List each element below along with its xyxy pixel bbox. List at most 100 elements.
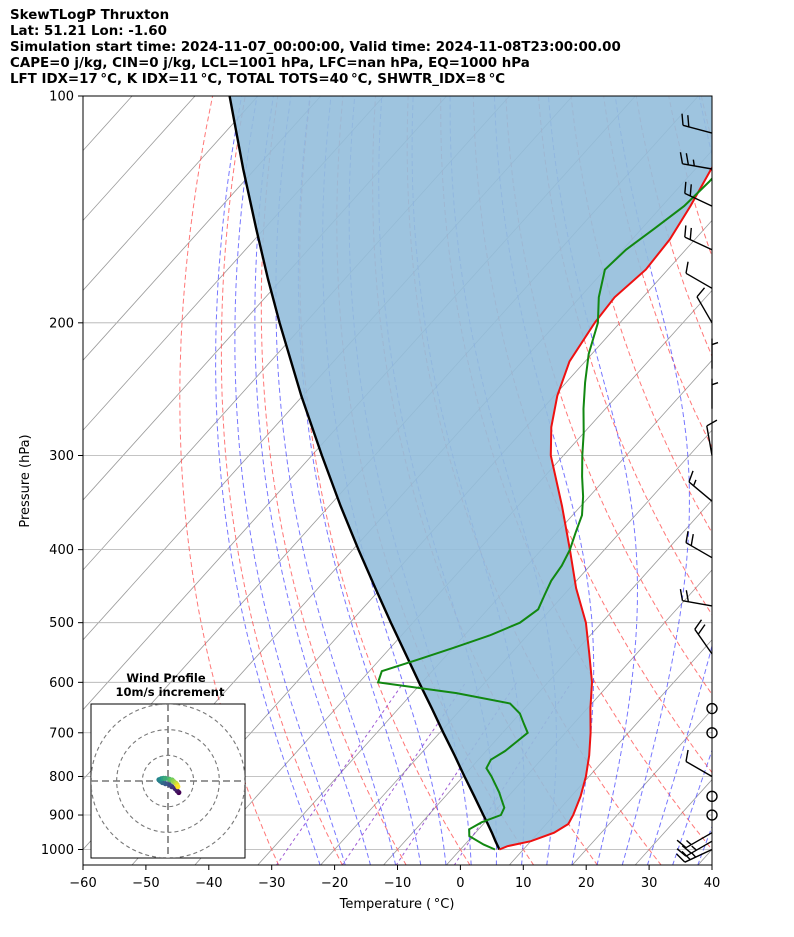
- wind-barb-flag: [689, 184, 692, 197]
- hodograph-point: [166, 782, 172, 788]
- x-tick-label: −40: [195, 876, 222, 891]
- wind-barb: [684, 181, 713, 207]
- wind-barb-flag: [696, 287, 706, 298]
- mixing-ratio-line: [275, 682, 405, 865]
- isotherm-line: [83, 96, 322, 361]
- wind-barb-shaft: [684, 848, 713, 863]
- wind-barb: [688, 470, 713, 502]
- moist-adiabat-line: [646, 96, 712, 865]
- y-tick-label: 300: [49, 449, 74, 464]
- isotherm-line: [571, 709, 712, 865]
- x-tick-label: 30: [641, 876, 658, 891]
- wind-barb-shaft: [682, 600, 713, 607]
- wind-barb-flag: [685, 749, 689, 762]
- wind-barb: [679, 589, 713, 607]
- moist-adiabat-line: [275, 96, 397, 865]
- wind-barb-flag: [676, 839, 687, 849]
- hodograph-point: [162, 775, 168, 782]
- wind-barb-flag: [676, 848, 687, 857]
- wind-barb: [679, 152, 713, 170]
- y-tick-label: 1000: [41, 843, 74, 858]
- wind-barb-flag: [679, 152, 684, 164]
- isotherm-line: [508, 639, 712, 865]
- wind-barb-calm: [706, 702, 718, 715]
- wind-barb: [676, 832, 713, 849]
- isotherm-line: [83, 96, 259, 291]
- wind-barb-calm: [706, 809, 718, 821]
- wind-barb-half-flag: [711, 382, 719, 386]
- wind-barb: [685, 749, 713, 778]
- wind-barb-flag: [685, 153, 690, 165]
- x-tick-label: 10: [515, 876, 532, 891]
- wind-barb-flag: [689, 227, 692, 240]
- chart-header: SkewTLogP Thruxton Lat: 51.21 Lon: -1.60…: [10, 8, 621, 88]
- dewpoint-line: [376, 177, 712, 851]
- wind-barb: [706, 419, 718, 456]
- moist-adiabat-line: [547, 96, 639, 865]
- wind-barb-calm: [706, 727, 718, 739]
- y-tick-label: 700: [49, 726, 74, 741]
- dry-adiabat-line: [179, 96, 280, 865]
- wind-barb-flag: [676, 853, 686, 863]
- x-tick-label: −20: [321, 876, 348, 891]
- dry-adiabat-line: [734, 96, 794, 866]
- x-tick-label: 20: [578, 876, 595, 891]
- moist-adiabat-line: [254, 96, 371, 865]
- cape-region: [229, 96, 712, 850]
- location-text: Lat: 51.21 Lon: -1.60: [10, 24, 167, 39]
- y-tick-label: 400: [49, 543, 74, 558]
- wind-barb-shaft: [684, 192, 713, 207]
- wind-barb-flag: [685, 590, 690, 602]
- inset-title: Wind Profile: [126, 671, 206, 685]
- wind-barb-flag: [690, 534, 694, 546]
- moist-adiabat-line: [215, 96, 321, 865]
- wind-barb-shaft: [682, 124, 713, 134]
- moist-adiabat-line: [723, 96, 794, 866]
- wind-barb-flag: [694, 619, 703, 630]
- wind-barb-calm: [706, 790, 718, 803]
- wind-barb-half-flag: [692, 159, 695, 166]
- inset-subtitle: 10m/s increment: [116, 685, 225, 699]
- wind-barb-shaft: [684, 236, 713, 251]
- wind-barb-flag: [681, 845, 692, 854]
- wind-barb-shaft: [694, 628, 713, 655]
- y-tick-label: 800: [49, 770, 74, 785]
- isotherm-line: [320, 429, 712, 865]
- y-axis-label: Pressure (hPa): [18, 434, 33, 527]
- moist-adiabat-line: [234, 96, 346, 865]
- dry-adiabat-line: [570, 96, 712, 534]
- wind-barb-shaft: [682, 163, 713, 170]
- wind-barb-flag: [679, 589, 684, 601]
- wind-barb: [685, 261, 713, 289]
- wind-barb-shaft: [685, 840, 713, 857]
- indices-text: LFT IDX=17 °C, K IDX=11 °C, TOTAL TOTS=4…: [10, 72, 506, 87]
- y-tick-label: 600: [49, 676, 74, 691]
- wind-barb-flag: [706, 419, 718, 427]
- wind-barb: [711, 338, 719, 369]
- wind-barb: [685, 531, 713, 559]
- y-tick-label: 200: [49, 316, 74, 331]
- hodograph-point: [175, 784, 181, 790]
- x-tick-label: −10: [384, 876, 411, 891]
- x-tick-label: −50: [132, 876, 159, 891]
- wind-barb-shaft: [706, 425, 713, 456]
- chart-title: SkewTLogP Thruxton: [10, 8, 170, 23]
- moist-adiabat-line: [614, 96, 690, 865]
- dry-adiabat-line: [220, 96, 343, 865]
- wind-barb-flag: [687, 115, 690, 127]
- wind-barb: [711, 378, 719, 409]
- wind-barb-shaft: [688, 481, 713, 502]
- y-tick-label: 900: [49, 809, 74, 824]
- wind-barb-shaft: [685, 542, 713, 559]
- wind-barb: [684, 225, 713, 251]
- temperature-line: [499, 165, 712, 851]
- cape-text: CAPE=0 j/kg, CIN=0 j/kg, LCL=1001 hPa, L…: [10, 56, 530, 71]
- wind-barb-flag: [684, 181, 687, 194]
- y-tick-label: 500: [49, 616, 74, 631]
- wind-barb-flag: [681, 113, 684, 126]
- wind-barb-flag: [685, 261, 689, 274]
- parcel-profile-line: [228, 96, 501, 851]
- wind-barb-flag: [688, 470, 694, 483]
- wind-barb-shaft: [685, 272, 713, 289]
- wind-barb: [694, 619, 713, 655]
